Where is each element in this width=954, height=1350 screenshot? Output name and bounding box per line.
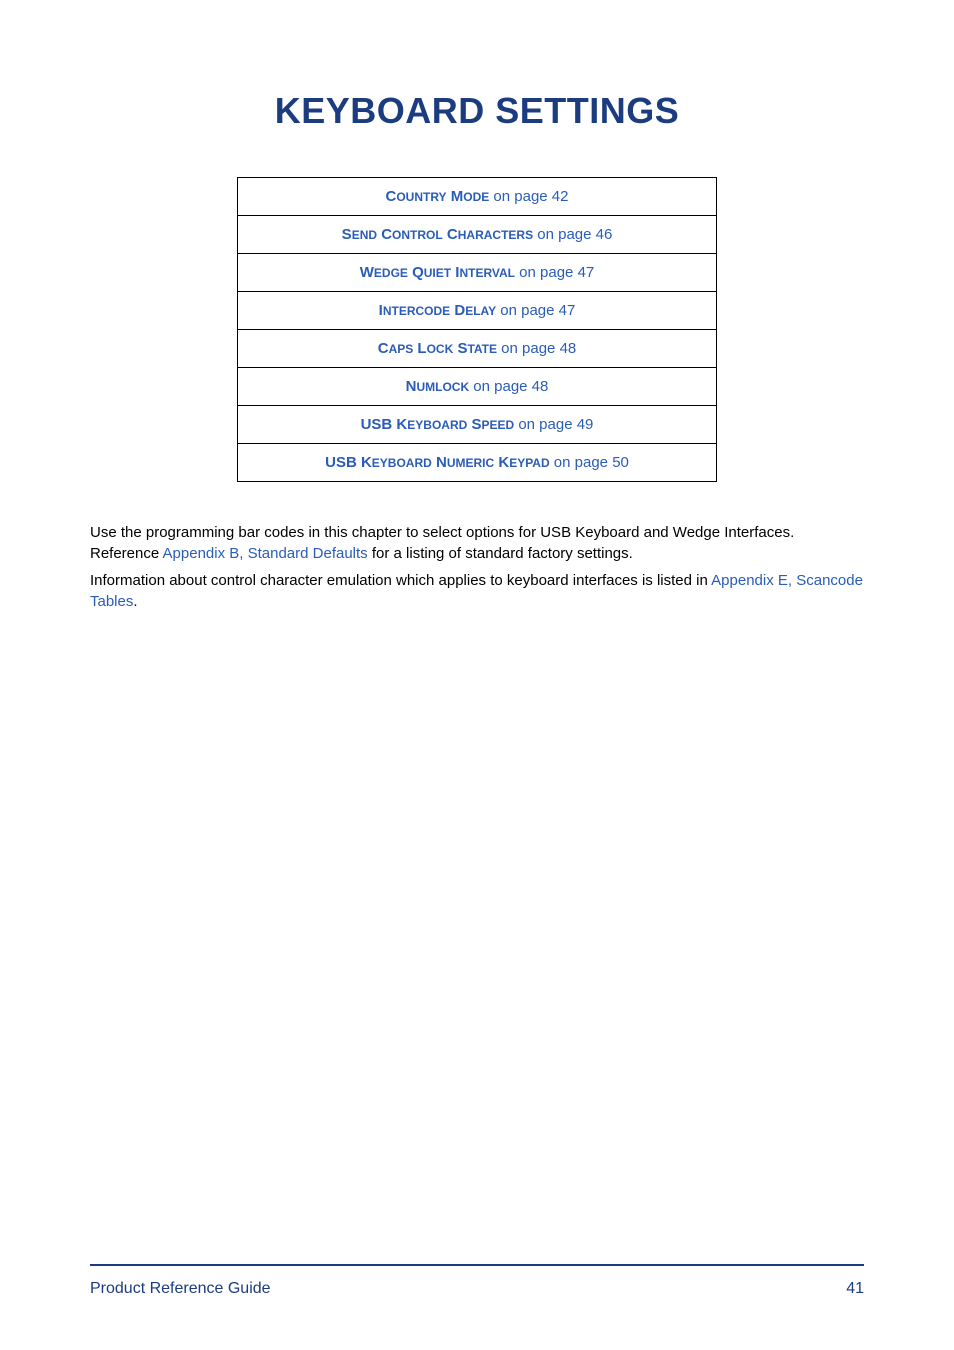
page-title: KEYBOARD SETTINGS xyxy=(90,90,864,132)
toc-table: COUNTRY MODE on page 42 SEND CONTROL CHAR… xyxy=(237,177,717,482)
toc-row: CAPS LOCK STATE on page 48 xyxy=(238,330,717,368)
body-paragraph-1: Use the programming bar codes in this ch… xyxy=(90,522,864,564)
toc-link-3[interactable]: INTERCODE DELAY on page 47 xyxy=(379,302,576,319)
toc-cell[interactable]: NUMLOCK on page 48 xyxy=(238,368,717,406)
toc-link-7[interactable]: USB KEYBOARD NUMERIC KEYPAD on page 50 xyxy=(325,454,629,471)
link-appendix-b[interactable]: Appendix B, Standard Defaults xyxy=(163,545,368,562)
page-footer: Product Reference Guide 41 xyxy=(90,1264,864,1298)
toc-cell[interactable]: USB KEYBOARD SPEED on page 49 xyxy=(238,406,717,444)
toc-cell[interactable]: USB KEYBOARD NUMERIC KEYPAD on page 50 xyxy=(238,444,717,482)
toc-row: USB KEYBOARD NUMERIC KEYPAD on page 50 xyxy=(238,444,717,482)
para1-text2: for a listing of standard factory settin… xyxy=(368,545,633,562)
toc-cell[interactable]: WEDGE QUIET INTERVAL on page 47 xyxy=(238,254,717,292)
toc-link-2[interactable]: WEDGE QUIET INTERVAL on page 47 xyxy=(360,264,595,281)
toc-cell[interactable]: COUNTRY MODE on page 42 xyxy=(238,178,717,216)
para2-text1: Information about control character emul… xyxy=(90,572,711,589)
toc-row: USB KEYBOARD SPEED on page 49 xyxy=(238,406,717,444)
toc-link-6[interactable]: USB KEYBOARD SPEED on page 49 xyxy=(361,416,594,433)
toc-row: COUNTRY MODE on page 42 xyxy=(238,178,717,216)
toc-row: INTERCODE DELAY on page 47 xyxy=(238,292,717,330)
toc-row: WEDGE QUIET INTERVAL on page 47 xyxy=(238,254,717,292)
toc-link-5[interactable]: NUMLOCK on page 48 xyxy=(406,378,549,395)
toc-link-0[interactable]: COUNTRY MODE on page 42 xyxy=(385,188,568,205)
toc-row: SEND CONTROL CHARACTERS on page 46 xyxy=(238,216,717,254)
footer-left-text: Product Reference Guide xyxy=(90,1280,271,1298)
toc-cell[interactable]: CAPS LOCK STATE on page 48 xyxy=(238,330,717,368)
footer-rule xyxy=(90,1264,864,1266)
para2-text2: . xyxy=(133,593,137,610)
toc-link-1[interactable]: SEND CONTROL CHARACTERS on page 46 xyxy=(342,226,613,243)
toc-row: NUMLOCK on page 48 xyxy=(238,368,717,406)
body-paragraph-2: Information about control character emul… xyxy=(90,570,864,612)
toc-link-4[interactable]: CAPS LOCK STATE on page 48 xyxy=(378,340,577,357)
footer-page-number: 41 xyxy=(846,1280,864,1298)
toc-cell[interactable]: SEND CONTROL CHARACTERS on page 46 xyxy=(238,216,717,254)
toc-cell[interactable]: INTERCODE DELAY on page 47 xyxy=(238,292,717,330)
